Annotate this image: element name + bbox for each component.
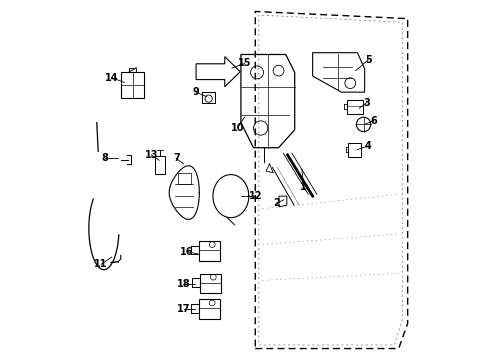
Bar [121, 72, 144, 98]
Text: 3: 3 [362, 98, 369, 108]
Text: 6: 6 [369, 116, 376, 126]
Text: 8: 8 [101, 153, 108, 163]
Text: 12: 12 [248, 191, 262, 201]
Bar [199, 274, 221, 293]
Text: 13: 13 [144, 150, 158, 160]
Text: 17: 17 [177, 304, 190, 314]
Text: 4: 4 [364, 141, 371, 151]
Text: 16: 16 [180, 247, 193, 257]
Text: 18: 18 [176, 279, 190, 289]
Text: 10: 10 [230, 123, 244, 133]
Text: 15: 15 [237, 58, 251, 68]
Text: 1: 1 [300, 182, 306, 192]
Text: 11: 11 [94, 259, 107, 269]
Bar [155, 156, 165, 174]
Text: 7: 7 [173, 153, 180, 163]
Text: 5: 5 [364, 55, 371, 65]
Bar [198, 241, 220, 261]
Bar [346, 100, 362, 114]
Bar [178, 173, 190, 184]
Text: 2: 2 [273, 198, 280, 208]
Text: 14: 14 [105, 73, 118, 83]
Bar [198, 300, 220, 319]
Bar [348, 143, 361, 157]
Text: 9: 9 [192, 87, 199, 97]
